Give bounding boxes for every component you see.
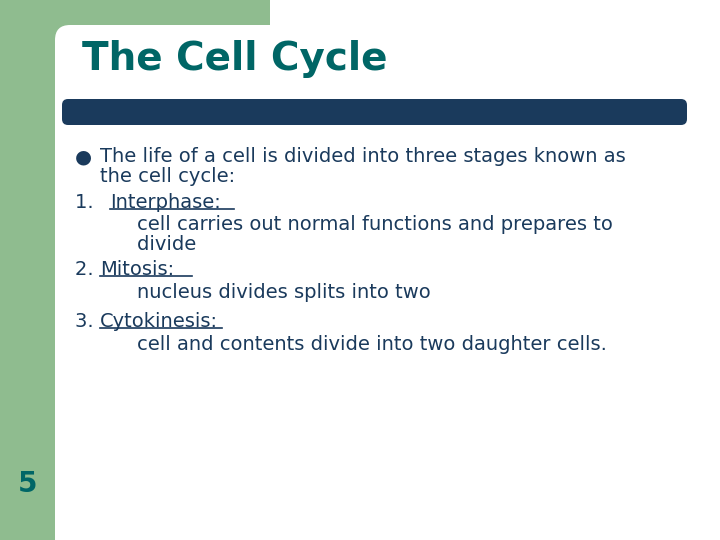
Text: cell and contents divide into two daughter cells.: cell and contents divide into two daught…: [112, 335, 607, 354]
Text: divide: divide: [112, 235, 197, 254]
Text: The life of a cell is divided into three stages known as: The life of a cell is divided into three…: [100, 147, 626, 166]
FancyBboxPatch shape: [62, 99, 687, 125]
Text: 3.: 3.: [75, 312, 100, 331]
Text: ●: ●: [75, 147, 92, 166]
Text: Interphase:: Interphase:: [110, 193, 221, 212]
Text: nucleus divides splits into two: nucleus divides splits into two: [112, 283, 431, 302]
Text: the cell cycle:: the cell cycle:: [100, 167, 235, 186]
Bar: [55, 0, 270, 110]
Text: Cytokinesis:: Cytokinesis:: [100, 312, 218, 331]
Text: Mitosis:: Mitosis:: [100, 260, 174, 279]
Text: The Cell Cycle: The Cell Cycle: [82, 40, 387, 78]
Text: 1.: 1.: [75, 193, 106, 212]
Text: cell carries out normal functions and prepares to: cell carries out normal functions and pr…: [112, 215, 613, 234]
FancyBboxPatch shape: [55, 25, 710, 510]
Bar: [0, 0, 55, 540]
Text: 2.: 2.: [75, 260, 100, 279]
Text: 5: 5: [18, 470, 37, 498]
